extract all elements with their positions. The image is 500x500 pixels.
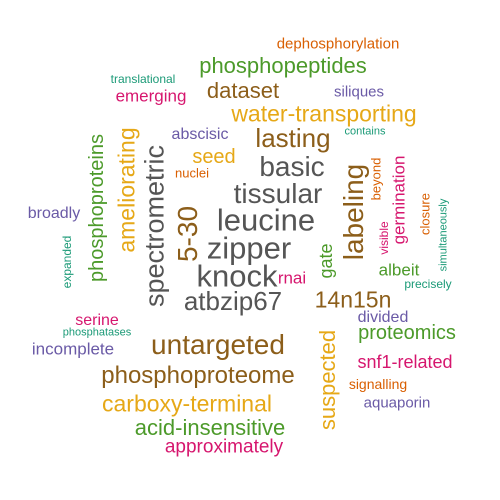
- word-ameliorating: ameliorating: [113, 127, 140, 253]
- word-zipper: zipper: [206, 230, 292, 266]
- word-phosphoproteome: phosphoproteome: [101, 362, 295, 389]
- word-suspected: suspected: [315, 329, 340, 431]
- word-lasting: lasting: [255, 123, 331, 153]
- word-rnai: rnai: [277, 268, 307, 288]
- word-basic: basic: [259, 151, 325, 182]
- word-tissular: tissular: [233, 178, 323, 209]
- word-visible: visible: [377, 221, 391, 255]
- word-broadly: broadly: [27, 205, 81, 222]
- word-5-30: 5-30: [172, 205, 203, 263]
- word-simultaneously: simultaneously: [437, 198, 450, 272]
- word-beyond: beyond: [368, 157, 384, 201]
- word-water-transporting: water-transporting: [231, 100, 417, 127]
- word-acid-insensitive: acid-insensitive: [134, 415, 286, 440]
- word-atbzip67: atbzip67: [183, 286, 283, 316]
- word-seed: seed: [192, 146, 236, 168]
- word-dataset: dataset: [206, 78, 280, 103]
- word-dephosphorylation: dephosphorylation: [276, 35, 400, 53]
- word-snf1-related: snf1-related: [357, 352, 453, 372]
- word-serine: serine: [75, 312, 119, 329]
- word-siliques: siliques: [333, 83, 385, 101]
- word-leucine: leucine: [216, 202, 316, 238]
- word-phosphatases: phosphatases: [62, 326, 132, 339]
- word-knock: knock: [196, 258, 278, 294]
- word-spectrometric: spectrometric: [139, 144, 170, 308]
- word-signalling: signalling: [348, 376, 408, 392]
- word-contains: contains: [344, 125, 386, 138]
- word-aquaporin: aquaporin: [363, 394, 431, 412]
- word-closure: closure: [417, 193, 433, 235]
- word-expanded: expanded: [60, 235, 74, 289]
- word-translational: translational: [110, 72, 176, 86]
- word-emerging: emerging: [115, 86, 187, 106]
- word-phosphoproteins: phosphoproteins: [86, 134, 108, 282]
- word-untargeted: untargeted: [151, 329, 285, 360]
- word-incomplete: incomplete: [31, 339, 115, 359]
- word-germination: germination: [389, 155, 409, 245]
- word-divided: divided: [357, 309, 409, 326]
- word-carboxy-terminal: carboxy-terminal: [102, 390, 272, 417]
- word-approximately: approximately: [164, 436, 284, 458]
- word-labeling: labeling: [338, 163, 369, 261]
- word-gate: gate: [316, 243, 336, 279]
- word-14n15n: 14n15n: [314, 286, 392, 313]
- word-phosphopeptides: phosphopeptides: [199, 53, 367, 78]
- word-albeit: albeit: [378, 260, 420, 280]
- word-precisely: precisely: [404, 277, 452, 291]
- word-proteomics: proteomics: [358, 322, 456, 344]
- word-nuclei: nuclei: [175, 165, 209, 181]
- word-abscisic: abscisic: [171, 126, 229, 143]
